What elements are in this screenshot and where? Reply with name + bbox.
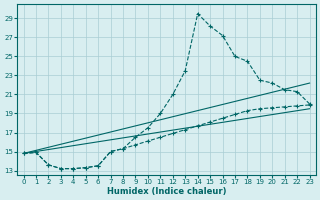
X-axis label: Humidex (Indice chaleur): Humidex (Indice chaleur) [107,187,226,196]
